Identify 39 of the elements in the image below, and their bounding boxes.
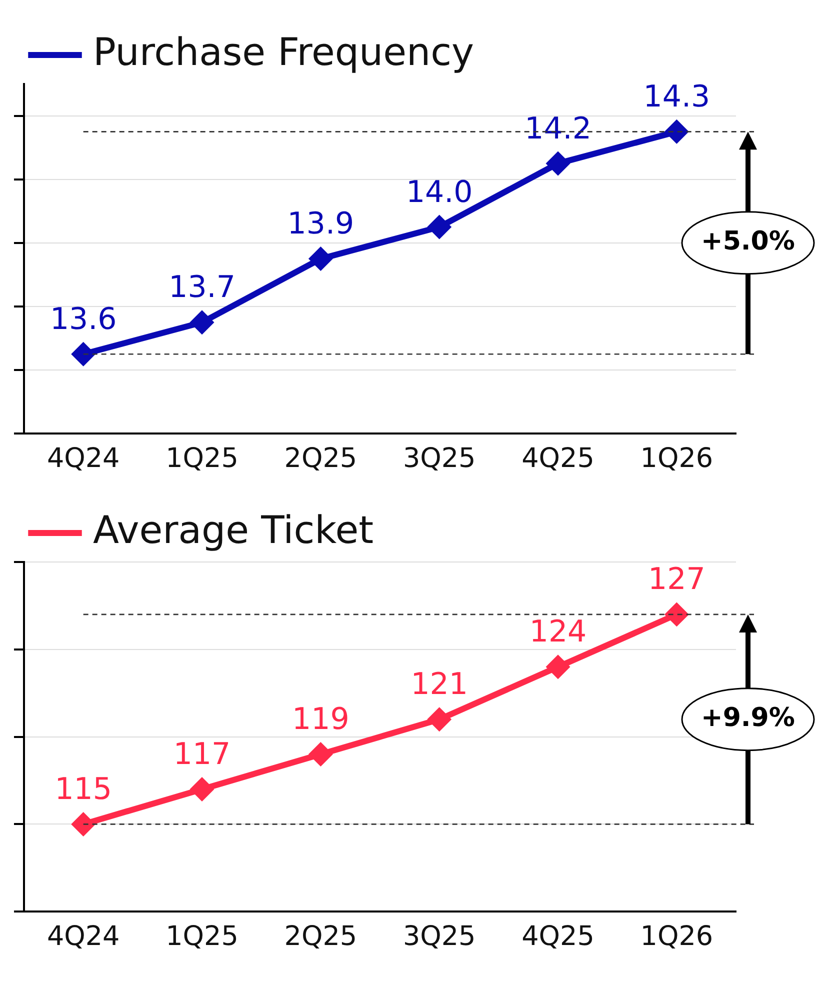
data-label: 124 <box>529 614 587 650</box>
data-label: 14.3 <box>643 79 710 114</box>
point <box>72 813 94 836</box>
x-tick-label: 4Q25 <box>522 442 594 474</box>
x-tick-label: 1Q25 <box>166 442 238 474</box>
data-label: 127 <box>648 562 706 598</box>
point <box>666 603 688 626</box>
point <box>428 708 450 730</box>
annotation: +9.9% <box>701 703 795 734</box>
data-label: 13.6 <box>50 302 117 337</box>
point <box>547 152 569 174</box>
legend-label: Average Ticket <box>93 508 374 552</box>
x-tick-label: 1Q26 <box>640 920 714 952</box>
data-label: 119 <box>292 702 350 738</box>
point <box>191 778 213 800</box>
data-label: 115 <box>54 772 112 807</box>
point <box>547 656 569 678</box>
x-tick-label: 4Q24 <box>46 442 120 474</box>
x-tick-label: 4Q25 <box>522 920 594 952</box>
x-tick-label: 3Q25 <box>402 920 476 952</box>
point <box>310 248 332 270</box>
x-tick-label: 4Q24 <box>46 920 120 952</box>
x-tick-label: 1Q26 <box>640 442 714 474</box>
x-tick-label: 1Q25 <box>166 920 238 952</box>
point <box>428 216 450 238</box>
point <box>310 743 332 766</box>
x-tick-label: 2Q25 <box>284 920 358 952</box>
point <box>72 343 94 366</box>
data-label: 14.0 <box>406 174 473 210</box>
data-label: 13.9 <box>287 206 354 242</box>
x-tick-label: 3Q25 <box>402 442 476 474</box>
annotation: +5.0% <box>701 226 795 257</box>
data-label: 13.7 <box>168 270 236 306</box>
x-tick-label: 2Q25 <box>284 442 358 474</box>
point <box>191 311 213 334</box>
data-label: 117 <box>173 737 231 772</box>
legend-label: Purchase Frequency <box>93 30 474 74</box>
data-label: 121 <box>410 667 468 702</box>
data-label: 14.2 <box>524 111 592 146</box>
